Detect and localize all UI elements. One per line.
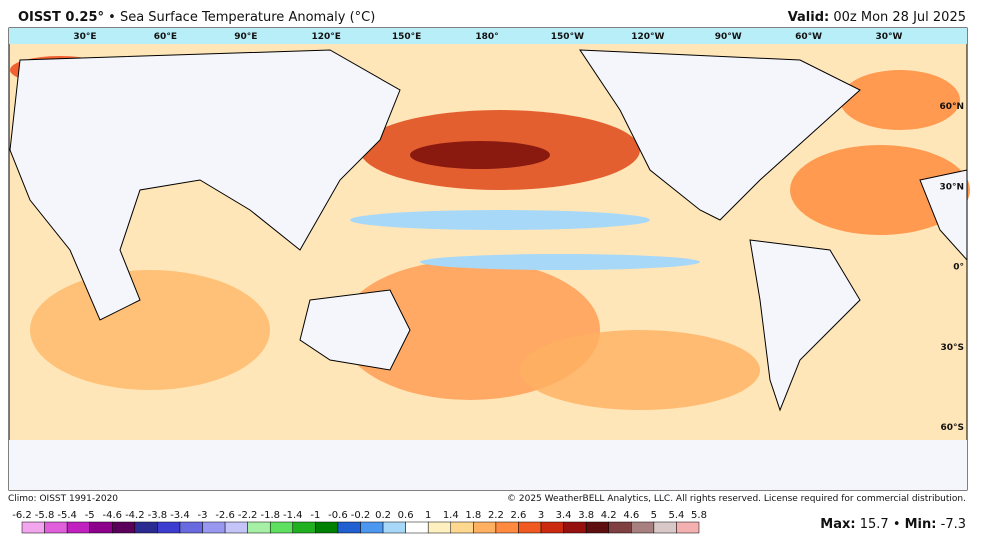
lon-label: 150°W bbox=[551, 32, 584, 42]
lat-label: 0° bbox=[953, 263, 964, 273]
colorbar-label: -2.6 bbox=[215, 510, 235, 521]
colorbar-swatch bbox=[540, 521, 564, 534]
colorbar-swatch bbox=[269, 521, 294, 534]
colorbar-swatch bbox=[518, 521, 542, 534]
colorbar-swatch bbox=[653, 521, 677, 534]
valid-value: 00z Mon 28 Jul 2025 bbox=[833, 10, 966, 25]
lon-label: 120°W bbox=[631, 32, 664, 42]
colorbar-swatch bbox=[337, 521, 361, 534]
colorbar-swatch bbox=[563, 521, 587, 534]
max-min: Max: 15.7 • Min: -7.3 bbox=[820, 517, 966, 532]
valid-label: Valid: bbox=[788, 10, 830, 25]
colorbar-label: 2.6 bbox=[511, 510, 527, 521]
lon-label: 60°W bbox=[795, 32, 822, 42]
colorbar-label: 1.8 bbox=[465, 510, 481, 521]
lat-label: 60°S bbox=[940, 423, 964, 433]
map bbox=[8, 27, 970, 491]
lon-label: 180° bbox=[475, 32, 498, 42]
colorbar-label: 3 bbox=[538, 510, 544, 521]
colorbar-swatch bbox=[473, 521, 497, 534]
colorbar-label: -3.4 bbox=[170, 510, 190, 521]
title-rest: Sea Surface Temperature Anomaly (°C) bbox=[120, 10, 375, 25]
colorbar-swatch bbox=[315, 521, 339, 534]
max-label: Max: bbox=[820, 517, 855, 532]
colorbar-label: 4.6 bbox=[623, 510, 639, 521]
colorbar-swatch bbox=[224, 521, 248, 534]
colorbar-swatch bbox=[157, 521, 181, 534]
colorbar-swatch bbox=[676, 521, 700, 534]
colorbar-label: -2.2 bbox=[238, 510, 258, 521]
lon-label: 120°E bbox=[311, 32, 340, 42]
colorbar-label: -1.8 bbox=[260, 510, 280, 521]
colorbar-label: 5.4 bbox=[668, 510, 684, 521]
valid: Valid: 00z Mon 28 Jul 2025 bbox=[788, 10, 966, 25]
colorbar-swatch bbox=[405, 521, 429, 534]
colorbar-swatch bbox=[89, 521, 113, 534]
title: OISST 0.25° • Sea Surface Temperature An… bbox=[18, 10, 375, 25]
colorbar-swatch bbox=[44, 521, 68, 534]
colorbar-label: 4.2 bbox=[601, 510, 617, 521]
min-label: Min: bbox=[905, 517, 937, 532]
colorbar-label: -5.4 bbox=[57, 510, 77, 521]
colorbar-swatch bbox=[21, 521, 45, 534]
lat-label: 60°N bbox=[939, 102, 964, 112]
colorbar-swatch bbox=[247, 521, 271, 534]
lat-label: 30°S bbox=[940, 343, 964, 353]
lon-label: 90°E bbox=[234, 32, 257, 42]
colorbar-label: -3 bbox=[198, 510, 208, 521]
colorbar-swatch bbox=[585, 521, 609, 534]
lon-label: 60°E bbox=[154, 32, 177, 42]
colorbar-label: -3.8 bbox=[148, 510, 168, 521]
colorbar-label: -1.4 bbox=[283, 510, 303, 521]
colorbar-label: 0.6 bbox=[398, 510, 414, 521]
lon-label: 90°W bbox=[715, 32, 742, 42]
colorbar-label: 5 bbox=[651, 510, 657, 521]
colorbar-label: 3.8 bbox=[578, 510, 594, 521]
colorbar-label: 0.2 bbox=[375, 510, 391, 521]
colorbar-label: 1 bbox=[425, 510, 431, 521]
lon-label: 30°W bbox=[876, 32, 903, 42]
colorbar-swatch bbox=[495, 521, 519, 534]
colorbar-label: -0.2 bbox=[351, 510, 371, 521]
climo: Climo: OISST 1991-2020 bbox=[8, 494, 118, 504]
colorbar-swatch bbox=[292, 521, 316, 534]
colorbar-swatch bbox=[134, 521, 158, 534]
colorbar-swatch bbox=[631, 521, 655, 534]
colorbar-swatch bbox=[382, 521, 406, 534]
lat-label: 30°N bbox=[939, 182, 964, 192]
colorbar-swatch bbox=[608, 521, 632, 534]
max-value: 15.7 bbox=[860, 517, 889, 532]
colorbar-label: -4.2 bbox=[125, 510, 145, 521]
lon-label: 150°E bbox=[392, 32, 421, 42]
colorbar-label: 2.2 bbox=[488, 510, 504, 521]
colorbar-swatch bbox=[202, 521, 226, 534]
colorbar-label: -5.8 bbox=[35, 510, 55, 521]
title-bold: OISST 0.25° bbox=[18, 10, 104, 25]
colorbar-label: -4.6 bbox=[103, 510, 123, 521]
colorbar-swatch bbox=[360, 521, 384, 534]
colorbar-swatch bbox=[450, 521, 474, 534]
colorbar-label: -6.2 bbox=[12, 510, 32, 521]
lon-label: 30°E bbox=[73, 32, 96, 42]
colorbar-label: 3.4 bbox=[556, 510, 572, 521]
copyright: © 2025 WeatherBELL Analytics, LLC. All r… bbox=[507, 494, 966, 504]
colorbar-swatch bbox=[179, 521, 203, 534]
colorbar-label: -5 bbox=[85, 510, 95, 521]
min-value: -7.3 bbox=[941, 517, 966, 532]
colorbar-label: -0.6 bbox=[328, 510, 348, 521]
max-min-sep: • bbox=[893, 517, 901, 532]
title-sep: • bbox=[108, 10, 116, 25]
colorbar-label: 1.4 bbox=[443, 510, 459, 521]
colorbar-swatch bbox=[112, 521, 136, 534]
colorbar-label: 5.8 bbox=[691, 510, 707, 521]
colorbar-label: -1 bbox=[310, 510, 320, 521]
colorbar-swatch bbox=[66, 521, 90, 534]
colorbar-swatch bbox=[427, 521, 452, 534]
